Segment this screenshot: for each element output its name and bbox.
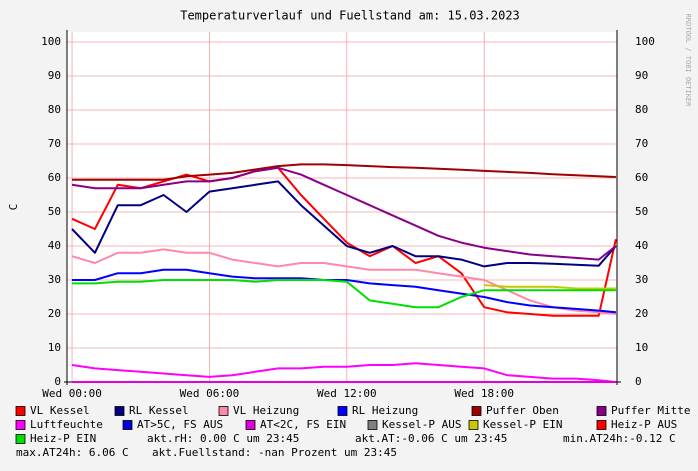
y-tick-label: 40 (48, 239, 61, 252)
y-tick-label: 70 (48, 137, 61, 150)
series-line (72, 268, 616, 314)
comment: akt.AT:-0.06 C um 23:45 (355, 432, 507, 445)
legend-label: VL Heizung (233, 404, 299, 417)
series-line (71, 180, 617, 268)
y-tick-label: 80 (48, 103, 61, 116)
watermark: RRDTOOL / TOBI OETIKER (684, 14, 692, 108)
y-tick-label-right: 90 (635, 69, 648, 82)
series-line (484, 284, 616, 290)
chart-title: Temperaturverlauf und Fuellstand am: 15.… (180, 9, 520, 23)
legend-swatch (245, 420, 256, 430)
legend-label: AT<2C, FS EIN (260, 418, 346, 431)
series-line (71, 248, 616, 315)
y-tick-label-right: 100 (635, 35, 655, 48)
legend-swatch (337, 406, 348, 416)
legend-swatch (114, 406, 125, 416)
series-line (72, 279, 616, 309)
y-tick-label-right: 10 (635, 341, 648, 354)
y-tick-label: 60 (48, 171, 61, 184)
comment: max.AT24h: 6.06 C (16, 446, 129, 459)
legend-label: AT>5C, FS AUS (137, 418, 223, 431)
y-tick-label: 0 (54, 375, 61, 388)
legend-swatch (471, 406, 482, 416)
series-line (71, 166, 617, 261)
legend-swatch (468, 420, 479, 430)
legend-label: RL Kessel (129, 404, 189, 417)
x-tick-label: Wed 00:00 (42, 387, 102, 400)
comment: akt.rH: 0.00 C um 23:45 (147, 432, 299, 445)
y-tick-label-right: 30 (635, 273, 648, 286)
y-tick-label-right: 0 (635, 375, 642, 388)
y-tick-label-right: 20 (635, 307, 648, 320)
y-tick-label: 10 (48, 341, 61, 354)
x-tick-label: Wed 12:00 (317, 387, 377, 400)
legend-label: RL Heizung (352, 404, 418, 417)
y-tick-label: 50 (48, 205, 61, 218)
series-line (71, 166, 617, 317)
series-line (71, 362, 616, 383)
legend-swatch (596, 420, 607, 430)
y-tick-label-right: 40 (635, 239, 648, 252)
x-tick-label: Wed 06:00 (180, 387, 240, 400)
y-tick-label-right: 60 (635, 171, 648, 184)
legend-swatch (15, 406, 26, 416)
y-tick-label-right: 70 (635, 137, 648, 150)
legend-label: Puffer Oben (486, 404, 559, 417)
y-tick-label: 90 (48, 69, 61, 82)
series-line (72, 163, 616, 181)
y-tick-label-right: 50 (635, 205, 648, 218)
legend-swatch (15, 420, 26, 430)
y-tick-label: 30 (48, 273, 61, 286)
legend-label: Puffer Mitte (611, 404, 690, 417)
legend-swatch (218, 406, 229, 416)
legend-swatch (122, 420, 133, 430)
legend-label: Luftfeuchte (30, 418, 103, 431)
legend-label: Heiz-P AUS (611, 418, 677, 431)
legend-label: Kessel-P AUS (382, 418, 461, 431)
legend-label: Heiz-P EIN (30, 432, 96, 445)
y-tick-label: 100 (41, 35, 61, 48)
legend-swatch (367, 420, 378, 430)
y-axis-label: C (7, 204, 20, 211)
comment: min.AT24h:-0.12 C (563, 432, 676, 445)
legend-swatch (596, 406, 607, 416)
y-tick-label: 20 (48, 307, 61, 320)
comment: akt.Fuellstand: -nan Prozent um 23:45 (152, 446, 397, 459)
legend-label: Kessel-P EIN (483, 418, 562, 431)
legend-swatch (15, 434, 26, 444)
y-tick-label-right: 80 (635, 103, 648, 116)
legend-label: VL Kessel (30, 404, 90, 417)
x-tick-label: Wed 18:00 (454, 387, 514, 400)
plot-area (67, 32, 617, 382)
